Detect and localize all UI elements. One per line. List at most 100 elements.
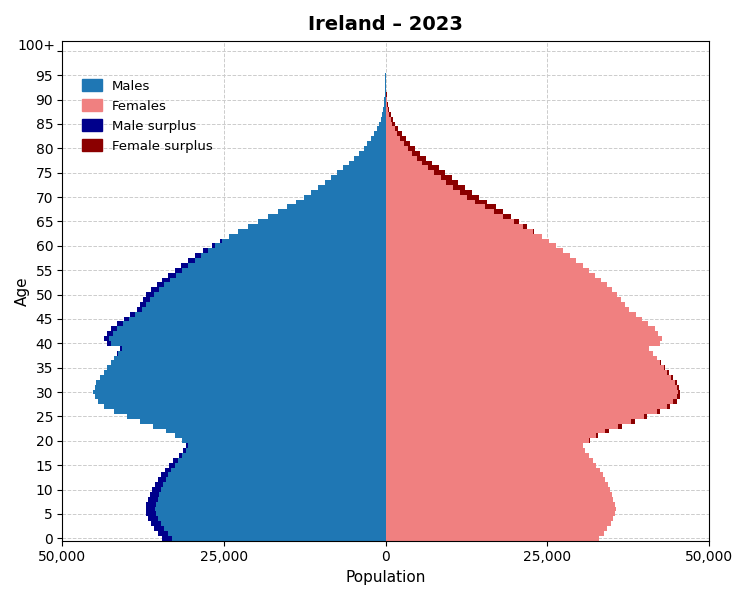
- Bar: [179, 453, 385, 458]
- Bar: [384, 97, 385, 102]
- Bar: [385, 278, 601, 283]
- Bar: [337, 170, 385, 175]
- Bar: [385, 487, 610, 492]
- Bar: [385, 531, 604, 536]
- Bar: [385, 127, 398, 131]
- Bar: [385, 131, 402, 136]
- Bar: [162, 278, 385, 283]
- Bar: [325, 180, 385, 185]
- Bar: [385, 380, 677, 385]
- Bar: [104, 336, 385, 341]
- Bar: [385, 287, 612, 292]
- Bar: [104, 404, 385, 409]
- Bar: [385, 92, 387, 97]
- Bar: [385, 463, 596, 467]
- Bar: [169, 463, 175, 467]
- Bar: [383, 107, 385, 112]
- Bar: [385, 297, 621, 302]
- Bar: [238, 229, 385, 233]
- Bar: [331, 175, 385, 180]
- Y-axis label: Age: Age: [15, 276, 30, 306]
- Bar: [657, 409, 660, 414]
- Bar: [673, 400, 677, 404]
- Bar: [94, 389, 385, 394]
- Bar: [385, 272, 595, 278]
- Bar: [385, 346, 649, 350]
- Bar: [677, 394, 680, 400]
- Bar: [154, 526, 385, 531]
- Bar: [672, 375, 673, 380]
- Bar: [158, 478, 166, 482]
- Bar: [524, 224, 527, 229]
- Bar: [385, 155, 426, 161]
- Bar: [186, 443, 188, 448]
- Bar: [183, 448, 385, 453]
- Bar: [104, 370, 385, 375]
- Bar: [311, 190, 385, 194]
- Bar: [644, 414, 648, 419]
- Bar: [385, 233, 542, 239]
- Bar: [385, 458, 593, 463]
- Bar: [295, 200, 385, 205]
- Bar: [385, 102, 388, 107]
- Bar: [605, 428, 609, 433]
- Bar: [108, 341, 385, 346]
- Bar: [212, 244, 385, 248]
- Bar: [385, 151, 420, 155]
- Bar: [385, 292, 617, 297]
- Bar: [165, 467, 385, 472]
- Bar: [385, 239, 549, 244]
- Bar: [385, 331, 658, 336]
- Bar: [220, 239, 222, 244]
- Bar: [619, 424, 622, 428]
- Bar: [385, 419, 634, 424]
- Bar: [152, 487, 161, 492]
- Title: Ireland – 2023: Ireland – 2023: [308, 15, 463, 34]
- Bar: [390, 116, 393, 122]
- Bar: [175, 268, 385, 272]
- Bar: [385, 229, 534, 233]
- Bar: [168, 272, 385, 278]
- Bar: [374, 131, 385, 136]
- Bar: [385, 433, 598, 439]
- Bar: [343, 166, 385, 170]
- Bar: [385, 361, 661, 365]
- Bar: [460, 190, 472, 194]
- Bar: [385, 497, 613, 502]
- Bar: [385, 268, 589, 272]
- Bar: [678, 389, 680, 394]
- Bar: [385, 521, 610, 526]
- Bar: [663, 365, 665, 370]
- Bar: [143, 297, 385, 302]
- Bar: [385, 511, 615, 517]
- Bar: [203, 248, 385, 253]
- Bar: [99, 375, 385, 380]
- Bar: [404, 141, 410, 146]
- Bar: [393, 122, 395, 127]
- Bar: [385, 146, 415, 151]
- Bar: [147, 502, 385, 506]
- Bar: [148, 517, 158, 521]
- Bar: [151, 521, 161, 526]
- Bar: [114, 409, 385, 414]
- Bar: [385, 97, 387, 102]
- Bar: [385, 400, 677, 404]
- Bar: [179, 453, 183, 458]
- Bar: [319, 185, 385, 190]
- Bar: [367, 141, 385, 146]
- Bar: [349, 161, 385, 166]
- Bar: [161, 472, 385, 478]
- Bar: [385, 322, 649, 326]
- Bar: [168, 272, 176, 278]
- Bar: [385, 326, 654, 331]
- Bar: [385, 214, 511, 219]
- Bar: [130, 311, 135, 317]
- Bar: [385, 253, 570, 258]
- Bar: [385, 311, 636, 317]
- Bar: [385, 439, 590, 443]
- Bar: [158, 531, 385, 536]
- Bar: [146, 506, 156, 511]
- Bar: [166, 428, 385, 433]
- Bar: [94, 394, 385, 400]
- Bar: [286, 205, 385, 209]
